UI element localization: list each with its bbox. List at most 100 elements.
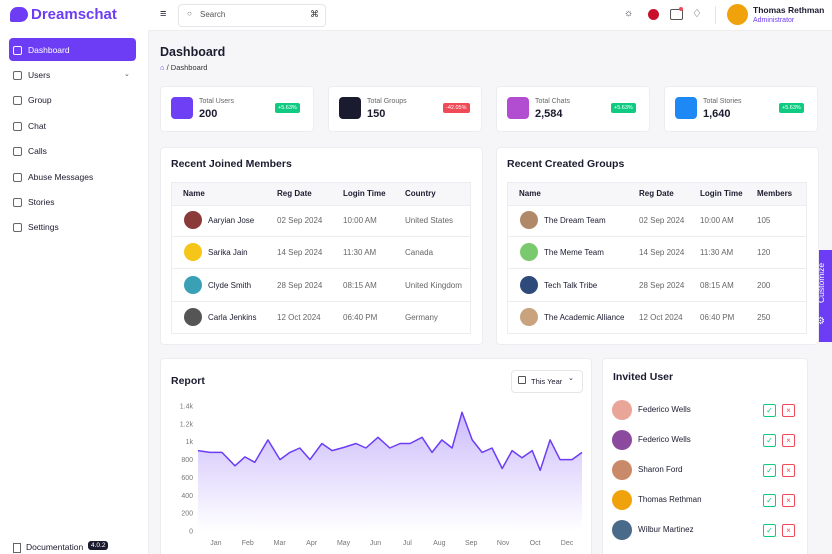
notifications-icon[interactable]: ♢ bbox=[692, 8, 702, 20]
x-tick-label: Jan bbox=[210, 540, 221, 547]
table-row bbox=[171, 204, 471, 237]
invited-name: Thomas Rethman bbox=[638, 495, 702, 504]
stat-label: Total Users bbox=[199, 98, 235, 105]
invited-name: Federico Wells bbox=[638, 405, 691, 414]
y-tick-label: 1k bbox=[186, 439, 194, 446]
search-shortcut: ⌘ bbox=[310, 9, 319, 19]
nav-item[interactable]: Users bbox=[28, 70, 51, 80]
row-name: The Dream Team bbox=[544, 216, 606, 225]
nav-icon bbox=[13, 46, 22, 55]
table-cell: 06:40 PM bbox=[343, 312, 378, 322]
x-tick-label: Jun bbox=[370, 540, 381, 547]
table-cell: 250 bbox=[757, 312, 771, 322]
table-row bbox=[171, 300, 471, 334]
column-header: Login Time bbox=[343, 189, 386, 198]
report-title: Report bbox=[171, 375, 205, 387]
x-tick-label: Oct bbox=[530, 540, 541, 547]
stat-label: Total Chats bbox=[535, 98, 571, 105]
nav-item[interactable]: Chat bbox=[28, 121, 46, 131]
table-cell: 120 bbox=[757, 248, 771, 258]
table-card bbox=[496, 147, 819, 345]
sidebar bbox=[0, 0, 149, 554]
doc-link[interactable]: Documentation bbox=[26, 542, 84, 552]
accept-button[interactable]: ✓ bbox=[763, 464, 776, 477]
row-name: Sarika Jain bbox=[208, 248, 248, 258]
filter-button[interactable] bbox=[511, 370, 583, 393]
search-box[interactable] bbox=[178, 4, 326, 27]
nav-item[interactable]: Calls bbox=[28, 146, 47, 156]
table-cell: Germany bbox=[405, 312, 438, 322]
row-name: Aaryian Jose bbox=[208, 216, 255, 225]
invited-title: Invited User bbox=[613, 371, 674, 383]
stat-change: +5.63% bbox=[779, 103, 804, 113]
menu-toggle[interactable]: ≡ bbox=[160, 8, 167, 20]
accept-button[interactable]: ✓ bbox=[763, 524, 776, 537]
stat-icon bbox=[507, 97, 529, 119]
table-row bbox=[171, 268, 471, 302]
nav-item[interactable]: Group bbox=[28, 95, 52, 105]
table-cell: United States bbox=[405, 216, 454, 225]
reject-button[interactable]: × bbox=[782, 434, 795, 447]
nav-item[interactable]: Stories bbox=[28, 197, 55, 207]
stat-label: Total Stories bbox=[703, 98, 742, 105]
row-name: Tech Talk Tribe bbox=[544, 280, 598, 290]
stat-change: +5.63% bbox=[611, 103, 636, 113]
brand: Dreamschat bbox=[31, 6, 117, 23]
table-cell: 14 Sep 2024 bbox=[277, 248, 323, 258]
invited-avatar bbox=[612, 490, 632, 510]
messages-icon[interactable] bbox=[670, 9, 683, 20]
nav-icon bbox=[13, 71, 22, 80]
stat-value: 150 bbox=[367, 108, 386, 120]
stat-label: Total Groups bbox=[367, 98, 407, 105]
stat-value: 1,640 bbox=[703, 108, 731, 120]
table-cell: 28 Sep 2024 bbox=[277, 280, 323, 290]
reject-button[interactable]: × bbox=[782, 404, 795, 417]
y-tick-label: 1.4k bbox=[180, 404, 194, 411]
reject-button[interactable]: × bbox=[782, 464, 795, 477]
reject-button[interactable]: × bbox=[782, 524, 795, 537]
column-header: Country bbox=[405, 189, 436, 198]
doc-icon bbox=[13, 543, 21, 553]
accept-button[interactable]: ✓ bbox=[763, 434, 776, 447]
row-avatar bbox=[184, 211, 202, 229]
y-tick-label: 800 bbox=[181, 457, 193, 464]
x-tick-label: Nov bbox=[497, 540, 510, 547]
table-cell: 10:00 AM bbox=[700, 216, 734, 225]
user-avatar[interactable] bbox=[727, 4, 748, 25]
table-head bbox=[171, 182, 471, 206]
theme-toggle[interactable]: ☼ bbox=[624, 8, 634, 19]
row-avatar bbox=[520, 243, 538, 262]
accept-button[interactable]: ✓ bbox=[763, 494, 776, 507]
nav-item[interactable]: Abuse Messages bbox=[28, 172, 94, 182]
breadcrumb-text: / Dashboard bbox=[166, 63, 208, 72]
stat-change: -42.05% bbox=[443, 103, 470, 113]
language-flag[interactable] bbox=[648, 9, 659, 20]
row-name: Carla Jenkins bbox=[208, 312, 257, 322]
row-avatar bbox=[520, 275, 538, 294]
table-cell: 06:40 PM bbox=[700, 312, 735, 322]
nav-icon bbox=[13, 223, 22, 232]
x-tick-label: Feb bbox=[242, 540, 254, 547]
table-head bbox=[507, 182, 807, 206]
column-header: Login Time bbox=[700, 189, 743, 198]
breadcrumb: ⌂ / Dashboard bbox=[160, 63, 207, 72]
stat-icon bbox=[171, 97, 193, 119]
accept-button[interactable]: ✓ bbox=[763, 404, 776, 417]
table-cell: 105 bbox=[757, 216, 771, 225]
column-header: Name bbox=[183, 189, 205, 198]
invited-avatar bbox=[612, 430, 632, 450]
divider bbox=[715, 6, 716, 24]
line bbox=[197, 411, 583, 472]
nav-icon bbox=[13, 173, 22, 182]
invited-name: Wilbur Martinez bbox=[638, 525, 694, 534]
x-tick-label: Dec bbox=[561, 540, 574, 547]
home-icon[interactable]: ⌂ bbox=[160, 63, 165, 72]
y-tick-label: 1.2k bbox=[180, 421, 194, 428]
nav-item[interactable]: Settings bbox=[28, 222, 59, 232]
messages-dot bbox=[679, 7, 683, 11]
table-cell: Canada bbox=[405, 248, 434, 258]
nav-item[interactable]: Dashboard bbox=[28, 45, 70, 55]
filter-icon bbox=[518, 376, 526, 384]
reject-button[interactable]: × bbox=[782, 494, 795, 507]
